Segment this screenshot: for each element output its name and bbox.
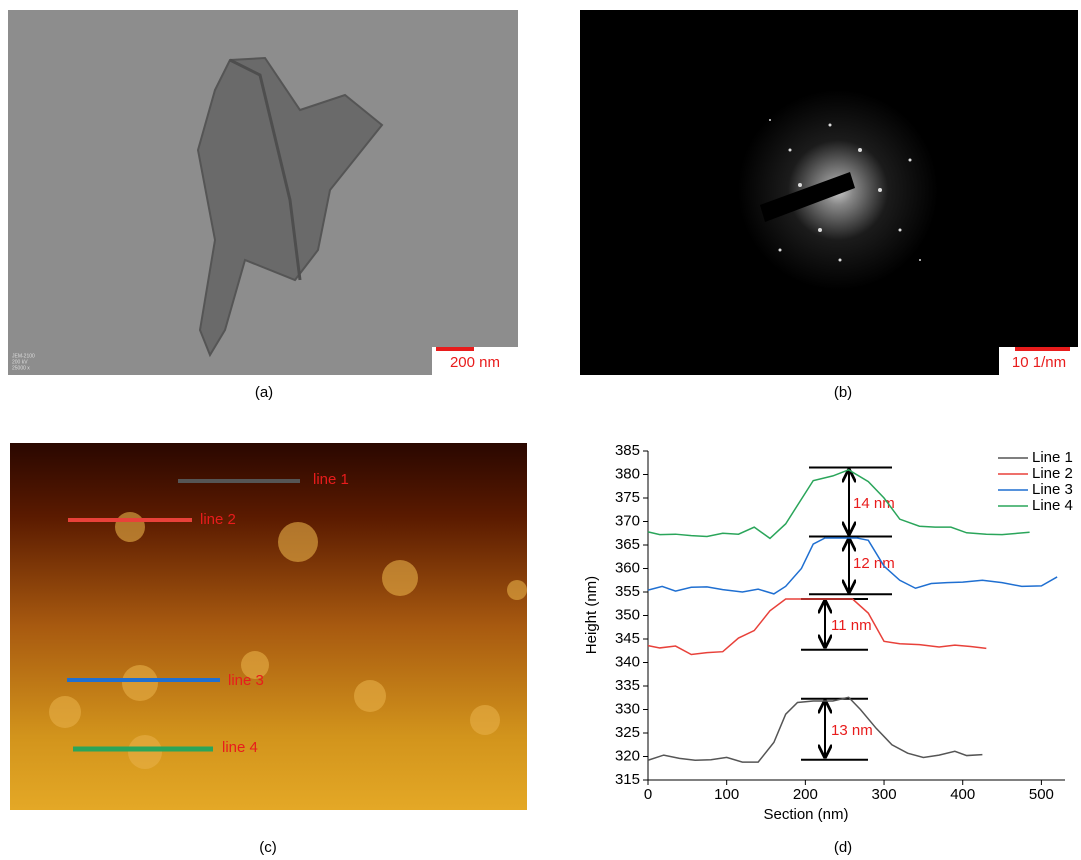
y-tick-label: 385 [615,442,640,459]
x-tick-label: 300 [872,786,897,803]
y-tick-label: 325 [615,724,640,741]
line-label: line 4 [222,739,258,756]
legend-label: Line 3 [1032,481,1073,498]
line-label: line 3 [228,672,264,689]
annotation: 13 nm [831,722,873,739]
y-tick-label: 355 [615,583,640,600]
x-tick-label: 100 [714,786,739,803]
saed-image: 10 1/nm [580,10,1078,375]
line-label: line 1 [313,471,349,488]
info-text: 200 kV [12,359,28,365]
y-tick-label: 365 [615,536,640,553]
annotations: 14 nm 12 nm 11 nm 13 nm [801,466,895,761]
panel-label: (a) [255,384,273,401]
data-line [647,598,987,656]
afm-image: line 1 line 2 line 3 line 4 [10,443,527,810]
y-tick-label: 375 [615,489,640,506]
x-tick-label: 0 [644,786,652,803]
scale-bar-label: 10 1/nm [1012,354,1066,371]
data-line [647,696,983,763]
y-tick-label: 315 [615,771,640,788]
x-tick-label: 500 [1029,786,1054,803]
height-chart: Section (nm) Height (nm) 14 nm 12 nm 11 … [583,442,1073,823]
annotation: 11 nm [831,617,872,634]
y-tick-label: 340 [615,653,640,670]
x-tick-label: 200 [793,786,818,803]
y-tick-label: 380 [615,465,640,482]
x-tick-label: 400 [950,786,975,803]
info-text: JEM-2100 [12,353,35,359]
panel-label: (d) [834,839,852,856]
panel-label: (b) [834,384,852,401]
y-tick-label: 370 [615,512,640,529]
x-axis-label: Section (nm) [763,806,848,823]
legend-label: Line 2 [1032,465,1073,482]
y-tick-label: 335 [615,677,640,694]
annotation: 12 nm [853,555,895,572]
y-tick-label: 360 [615,559,640,576]
info-text: 25000 x [12,365,30,371]
line-label: line 2 [200,511,236,528]
tem-image: 200 nm JEM-2100 200 kV 25000 x [8,10,518,375]
scale-bar-label: 200 nm [450,354,500,371]
legend-label: Line 4 [1032,497,1073,514]
data-line [647,537,1058,595]
y-tick-label: 320 [615,747,640,764]
y-tick-label: 330 [615,700,640,717]
y-tick-label: 345 [615,630,640,647]
data-line [647,468,1030,540]
y-tick-label: 350 [615,606,640,623]
legend-label: Line 1 [1032,449,1073,466]
y-axis-label: Height (nm) [583,576,600,654]
panel-label: (c) [259,839,277,856]
